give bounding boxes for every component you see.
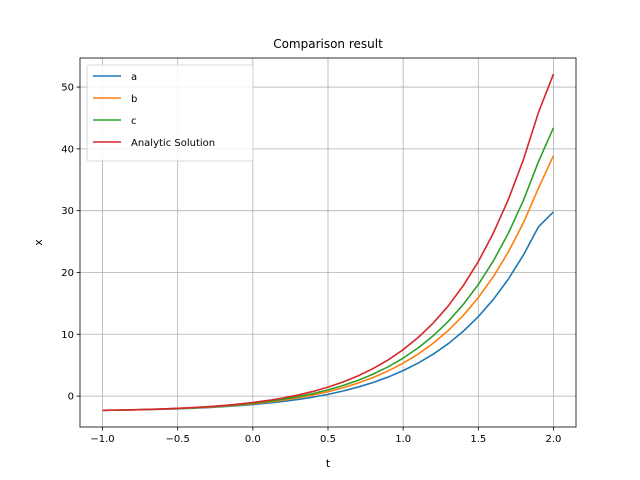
y-tick-label: 10 (61, 330, 74, 341)
x-tick-label: −1.0 (90, 434, 114, 445)
legend: abc Analytic Solution (86, 64, 254, 162)
y-tick-label: 50 (61, 83, 74, 94)
y-tick-label: 40 (61, 144, 74, 155)
y-axis-label: x (32, 239, 45, 246)
x-tick-label: 0.5 (320, 434, 336, 445)
legend-label-1: b (131, 94, 137, 105)
x-tick-label: 1.5 (470, 434, 486, 445)
y-tick-label: 20 (61, 268, 74, 279)
x-tick-label: −0.5 (166, 434, 190, 445)
legend-label-3: Analytic Solution (131, 138, 215, 149)
series-line-3 (102, 73, 555, 412)
y-tick-label: 30 (61, 206, 74, 217)
y-tick-label: 0 (68, 392, 74, 403)
x-axis-label: t (326, 457, 331, 470)
x-tick-label: 2.0 (546, 434, 562, 445)
legend-box (86, 64, 254, 162)
axis-ticks: −1.0 −0.5 0.0 0.5 1.0 1.5 2.0 0 10 20 30 40 50 (61, 83, 561, 445)
chart-title: Comparison result (273, 37, 383, 51)
legend-label-0: a (131, 72, 137, 83)
series-lines (102, 73, 555, 412)
legend-label-2: c (131, 116, 137, 127)
x-tick-label: 1.0 (395, 434, 411, 445)
x-tick-label: 0.0 (245, 434, 261, 445)
